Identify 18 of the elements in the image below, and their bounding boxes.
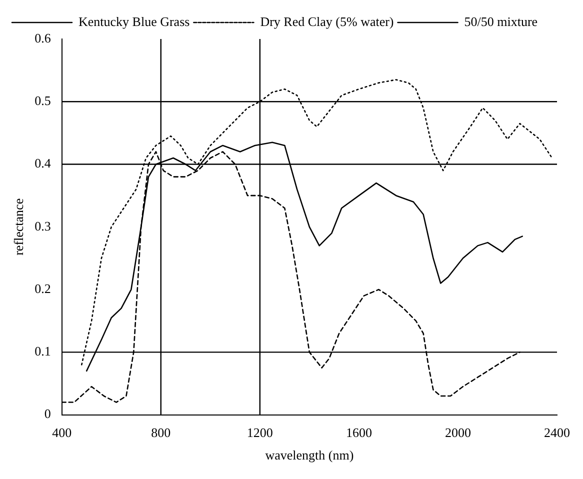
- y-tick-label: 0.3: [34, 218, 51, 234]
- y-tick-label: 0: [44, 406, 51, 422]
- x-tick-label: 400: [52, 425, 72, 440]
- x-tick-label: 1200: [246, 425, 273, 440]
- y-axis-title: reflectance: [11, 198, 26, 256]
- x-tick-label: 2000: [444, 425, 471, 440]
- x-tick-label: 1600: [346, 425, 372, 440]
- legend-label: Kentucky Blue Grass: [78, 14, 190, 29]
- legend-label: 50/50 mixture: [464, 14, 538, 29]
- y-tick-label: 0.2: [34, 280, 51, 296]
- x-axis-title: wavelength (nm): [265, 448, 354, 463]
- y-tick-label: 0.4: [34, 156, 52, 171]
- y-tick-label: 0.1: [34, 344, 51, 359]
- x-tick-label: 2400: [544, 425, 570, 440]
- legend-label: Dry Red Clay (5% water): [260, 14, 394, 29]
- y-tick-label: 0.6: [34, 30, 52, 46]
- x-tick-label: 800: [151, 425, 171, 440]
- y-tick-label: 0.5: [34, 93, 51, 108]
